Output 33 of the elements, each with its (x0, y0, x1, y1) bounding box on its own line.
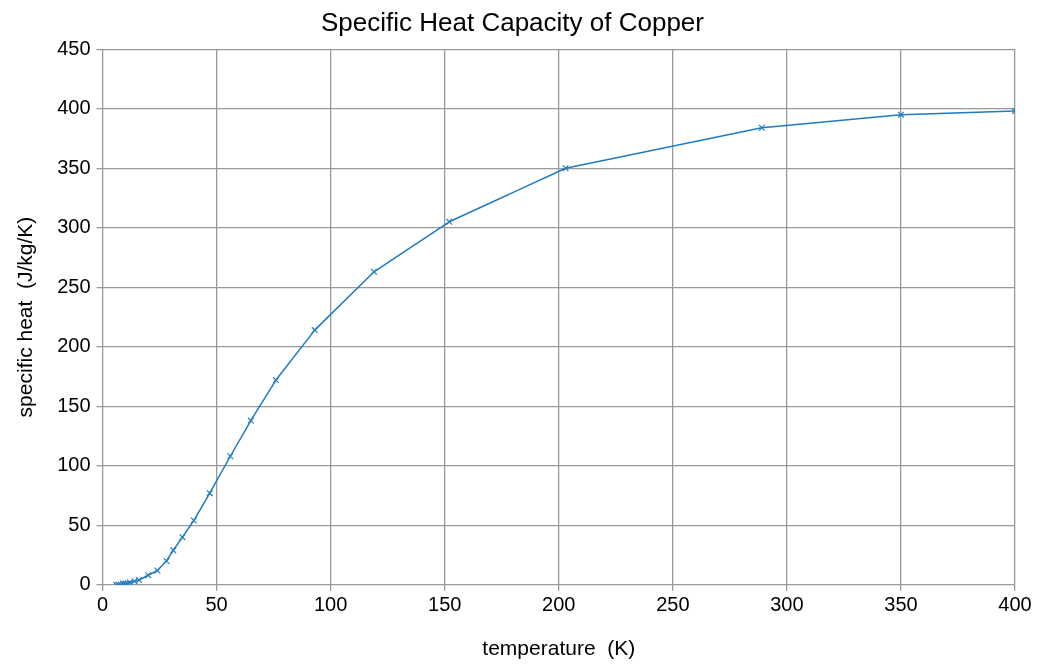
y-axis-title: specific heat (J/kg/K) (13, 216, 37, 418)
x-tick-label: 350 (884, 593, 918, 616)
y-tick-label: 350 (57, 155, 91, 178)
x-tick-label: 300 (770, 593, 804, 616)
point (153, 567, 161, 574)
y-tick-label: 150 (57, 393, 91, 416)
chart-title: Specific Heat Capacity of Copper (321, 6, 705, 37)
y-tick-label: 50 (68, 512, 91, 535)
x-tick-label: 50 (205, 593, 228, 616)
point (562, 164, 570, 172)
x-tick-label: 200 (542, 593, 576, 616)
x-tick-label: 150 (428, 593, 462, 616)
y-tick-label: 0 (79, 572, 91, 595)
point (163, 557, 170, 565)
y-tick-label: 250 (57, 274, 91, 297)
point (131, 577, 138, 585)
point (311, 326, 319, 334)
x-tick-label: 0 (97, 593, 109, 616)
x-tick-label: 250 (656, 593, 690, 616)
y-tick-label: 300 (57, 215, 91, 238)
x-tick-label: 100 (313, 593, 348, 616)
point (247, 417, 255, 424)
point (190, 517, 198, 524)
y-tick-label: 400 (57, 96, 91, 119)
point (370, 268, 378, 276)
y-tick-label: 100 (57, 453, 91, 476)
point (897, 111, 905, 119)
point (178, 533, 186, 541)
y-tick-label: 450 (57, 36, 91, 59)
x-tick-label: 400 (998, 593, 1032, 616)
point (144, 571, 152, 579)
y-tick-label: 200 (57, 334, 91, 357)
x-axis-title: temperature (K) (482, 636, 636, 660)
